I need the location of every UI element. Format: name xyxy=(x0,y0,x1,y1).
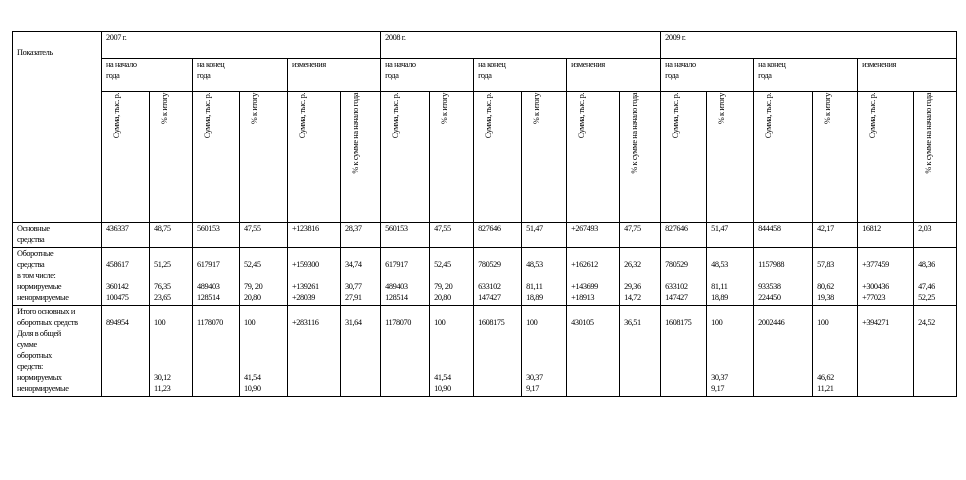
table-cell: 42,17 xyxy=(812,222,859,248)
subcol-header: % к сумме на начало года xyxy=(339,91,382,223)
table-cell: 780529 633102 147427 xyxy=(660,247,708,306)
table-cell: 458617 360142 100475 xyxy=(101,247,150,306)
table-cell: 617917 489403 128514 xyxy=(192,247,240,306)
table-cell: 617917 489403 128514 xyxy=(380,247,431,306)
subcol-header: % к сумме на начало года xyxy=(619,91,662,223)
subcol-header: Сумма, тыс. р. xyxy=(857,91,915,223)
table-cell: 51,25 76,35 23,65 xyxy=(149,247,193,306)
table-cell: +267493 xyxy=(566,222,621,248)
table-cell: 16812 xyxy=(857,222,915,248)
subcol-header: % к итогу xyxy=(706,91,755,223)
group-header: на конец года xyxy=(473,58,568,92)
table-row: Основные средства 436337 48,75 560153 47,55 +1… xyxy=(12,222,958,248)
table-cell: 2,03 xyxy=(913,222,958,248)
subcol-header: % к итогу xyxy=(812,91,859,223)
group-header: на конец года xyxy=(192,58,288,92)
subcol-header: % к итогу xyxy=(429,91,475,223)
year-header: 2007 г. xyxy=(100,31,382,59)
subcol-header: Сумма, тыс. р. xyxy=(287,91,341,223)
balance-table: Показатель 2007 г. 2008 г. 2009 г. на начало… xyxy=(12,31,958,397)
subcol-header: Сумма, тыс. р. xyxy=(753,91,814,223)
table-cell: 52,45 79, 20 20,80 xyxy=(429,247,475,306)
group-header: изменения xyxy=(286,58,382,92)
table-cell: 24,52 xyxy=(913,305,958,397)
table-row: Оборотные средства в том числе: нормируемые… xyxy=(12,247,958,306)
table-cell: 52,45 79, 20 20,80 xyxy=(239,247,288,306)
table-cell: 34,74 30,77 27,91 xyxy=(339,247,382,306)
year-header: 2009 г. xyxy=(660,31,958,59)
table-cell: 100 41,54 10,90 xyxy=(239,305,288,397)
subcol-header: % к итогу xyxy=(239,91,288,223)
group-header: на начало года xyxy=(101,58,193,92)
table-cell: 1157988 933538 224450 xyxy=(753,247,814,306)
table-cell: 1178070 xyxy=(380,305,431,397)
row-label: Оборотные средства в том числе: нормируемые… xyxy=(12,247,102,306)
table-cell: 47,55 xyxy=(239,222,288,248)
group-header: на начало года xyxy=(380,58,475,92)
table-cell: 560153 xyxy=(380,222,431,248)
table-cell: 48,53 81,11 18,89 xyxy=(706,247,755,306)
table-row: Итого основных и оборотных средств Доля в … xyxy=(12,305,958,397)
table-cell: 100 41,54 10,90 xyxy=(429,305,475,397)
table-cell: 51,47 xyxy=(706,222,755,248)
table-cell: 28,37 xyxy=(339,222,382,248)
table-cell: +162612 +143699 +18913 xyxy=(566,247,621,306)
table-cell: 48,75 xyxy=(149,222,193,248)
table-cell: 47,55 xyxy=(429,222,475,248)
group-header: изменения xyxy=(566,58,662,92)
table-cell: +394271 xyxy=(857,305,915,397)
subcol-header: % к итогу xyxy=(521,91,568,223)
table-cell: 436337 xyxy=(101,222,150,248)
indicator-header: Показатель xyxy=(12,31,102,223)
table-cell: 47,75 xyxy=(619,222,662,248)
row-label: Итого основных и оборотных средств Доля в … xyxy=(12,305,102,397)
table-cell: 51,47 xyxy=(521,222,568,248)
subcol-header: % к итогу xyxy=(149,91,193,223)
subcol-header: Сумма, тыс. р. xyxy=(473,91,523,223)
table-cell: 2002446 xyxy=(753,305,814,397)
table-cell: 48,36 47,46 52,25 xyxy=(913,247,958,306)
group-header: на конец года xyxy=(753,58,859,92)
table-cell: 827646 xyxy=(660,222,708,248)
table-cell: 827646 xyxy=(473,222,523,248)
table-cell: 48,53 81,11 18,89 xyxy=(521,247,568,306)
subcol-header: Сумма, тыс. р. xyxy=(192,91,240,223)
year-header: 2008 г. xyxy=(380,31,662,59)
subcol-header: Сумма, тыс. р. xyxy=(566,91,621,223)
table-cell: 430105 xyxy=(566,305,621,397)
table-cell: 560153 xyxy=(192,222,240,248)
subcol-header: Сумма, тыс. р. xyxy=(660,91,708,223)
subcol-header: Сумма, тыс. р. xyxy=(101,91,150,223)
table-cell: 100 46,62 11,21 xyxy=(812,305,859,397)
table-cell: 31,64 xyxy=(339,305,382,397)
group-header: изменения xyxy=(857,58,958,92)
row-label: Основные средства xyxy=(12,222,102,248)
table-cell: +283116 xyxy=(287,305,341,397)
table-cell: 26,32 29,36 14,72 xyxy=(619,247,662,306)
table-cell: +123816 xyxy=(287,222,341,248)
subcol-header: % к сумме на начало года xyxy=(913,91,958,223)
table-cell: 100 30,37 9,17 xyxy=(706,305,755,397)
table-cell: 780529 633102 147427 xyxy=(473,247,523,306)
table-cell: 100 30,12 11,23 xyxy=(149,305,193,397)
table-cell: 36,51 xyxy=(619,305,662,397)
table-cell: 100 30,37 9,17 xyxy=(521,305,568,397)
table-cell: +377459 +300436 +77023 xyxy=(857,247,915,306)
table-cell: 1178070 xyxy=(192,305,240,397)
table-cell: 1608175 xyxy=(660,305,708,397)
subcol-header: Сумма, тыс. р. xyxy=(380,91,431,223)
table-cell: 57,83 80,62 19,38 xyxy=(812,247,859,306)
table-cell: +159300 +139261 +28039 xyxy=(287,247,341,306)
table-cell: 844458 xyxy=(753,222,814,248)
table-cell: 894954 xyxy=(101,305,150,397)
group-header: на начало года xyxy=(660,58,755,92)
table-cell: 1608175 xyxy=(473,305,523,397)
